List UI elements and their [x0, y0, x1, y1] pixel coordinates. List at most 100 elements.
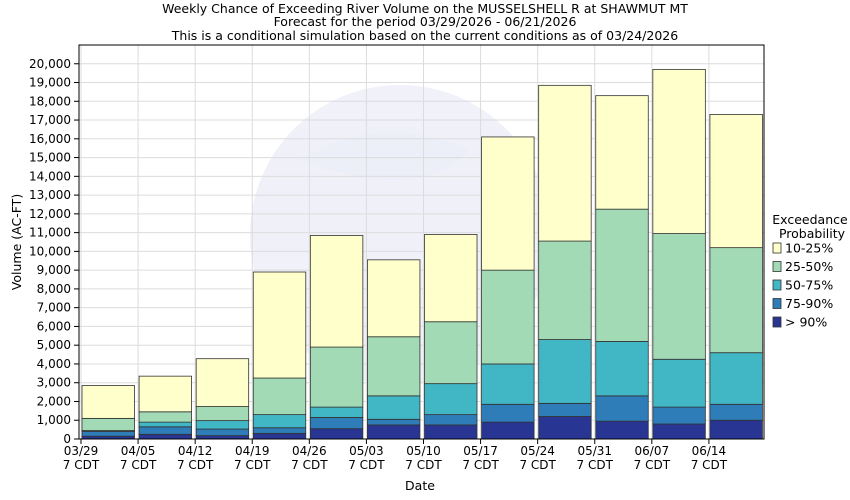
bar-segment: [709, 403, 763, 421]
bar-segment: [652, 68, 706, 234]
x-tick-label: 06/14: [692, 444, 727, 458]
legend-title-line-2: Probability: [779, 226, 846, 241]
x-tick-label: 04/19: [235, 444, 270, 458]
x-tick-sublabel: 7 CDT: [177, 458, 214, 472]
legend: Exceedance Probability 10-25% 25-50% 50-75…: [772, 212, 848, 330]
bar-segment: [481, 421, 535, 440]
bar-segment: [538, 84, 592, 242]
bar-segment: [309, 346, 364, 408]
chart-title-line-2: Forecast for the period 03/29/2026 - 06/…: [274, 14, 577, 29]
bar-segment: [138, 375, 192, 413]
legend-swatch: [772, 316, 782, 328]
y-tick-label: 6,000: [37, 319, 71, 333]
x-tick-sublabel: 7 CDT: [462, 458, 499, 472]
bar-segment: [195, 428, 250, 437]
x-tick-label: 05/03: [349, 444, 384, 458]
x-tick-sublabel: 7 CDT: [405, 458, 442, 472]
bar-segment: [195, 358, 250, 407]
bar-segment: [595, 95, 649, 210]
bar-segment: [309, 417, 364, 430]
bar-segment: [367, 395, 421, 420]
bar-segment: [138, 411, 192, 423]
legend-label: > 90%: [785, 315, 827, 330]
legend-swatch: [772, 242, 782, 254]
x-tick-sublabel: 7 CDT: [291, 458, 328, 472]
bar-segment: [252, 271, 307, 379]
chart-title-line-1: Weekly Chance of Exceeding River Volume …: [162, 1, 688, 16]
legend-label: 10-25%: [785, 241, 833, 256]
x-tick-label: 05/24: [520, 444, 555, 458]
legend-label: 50-75%: [785, 278, 833, 293]
bar-segment: [81, 385, 135, 419]
x-tick-sublabel: 7 CDT: [634, 458, 671, 472]
bar-segment: [195, 420, 250, 430]
bar-segment: [709, 419, 763, 440]
bar-segment: [481, 136, 535, 271]
x-tick-sublabel: 7 CDT: [234, 458, 271, 472]
legend-swatch: [772, 298, 782, 309]
y-tick-label: 15,000: [29, 151, 71, 165]
y-axis: 0 1,000 2,000 3,000 4,000 5,000 6,000 7,000 8,00…: [29, 57, 79, 446]
y-tick-label: 8,000: [37, 282, 71, 296]
y-tick-label: 3,000: [37, 376, 71, 390]
x-tick-sublabel: 7 CDT: [120, 458, 157, 472]
bar-segment: [424, 383, 478, 416]
bar-segment: [538, 240, 592, 340]
y-tick-label: 13,000: [29, 188, 71, 202]
x-tick-label: 05/17: [463, 444, 498, 458]
x-tick-sublabel: 7 CDT: [691, 458, 728, 472]
bar-segment: [595, 208, 649, 342]
bar-segment: [309, 428, 364, 440]
x-tick-sublabel: 7 CDT: [519, 458, 556, 472]
bar-segment: [138, 433, 192, 440]
grid-lines: [79, 45, 764, 440]
bar-segment: [424, 234, 478, 323]
x-tick-sublabel: 7 CDT: [63, 458, 100, 472]
bar-segment: [367, 424, 421, 440]
bar-segment: [367, 336, 421, 397]
y-tick-label: 11,000: [29, 226, 71, 240]
bar-segment: [652, 233, 706, 360]
bar-segment: [195, 406, 250, 422]
x-axis-label: Date: [405, 478, 435, 493]
bar-segment: [709, 114, 763, 249]
x-tick-label: 03/29: [64, 444, 99, 458]
bar-segment: [367, 418, 421, 426]
bar-segment: [538, 339, 592, 404]
x-tick-label: 06/07: [635, 444, 670, 458]
y-tick-label: 20,000: [29, 57, 71, 71]
bar-segment: [595, 395, 649, 422]
bar-segment: [309, 235, 364, 348]
y-tick-label: 12,000: [29, 207, 71, 221]
bars: [81, 68, 763, 440]
bar-segment: [595, 341, 649, 397]
y-tick-label: 16,000: [29, 132, 71, 146]
y-tick-label: 14,000: [29, 169, 71, 183]
x-tick-label: 04/05: [121, 444, 156, 458]
x-tick-label: 05/31: [577, 444, 612, 458]
x-tick-sublabel: 7 CDT: [348, 458, 385, 472]
y-tick-label: 1,000: [37, 413, 71, 427]
bar-segment: [138, 421, 192, 428]
y-tick-label: 7,000: [37, 301, 71, 315]
x-tick-label: 04/26: [292, 444, 327, 458]
plot-border: [78, 44, 765, 440]
legend-swatch: [772, 279, 782, 291]
y-tick-label: 19,000: [29, 76, 71, 90]
y-tick-label: 4,000: [37, 357, 71, 371]
y-axis-label: Volume (AC-FT): [9, 194, 24, 290]
bar-segment: [652, 358, 706, 408]
bar-segment: [138, 426, 192, 435]
y-tick-label: 18,000: [29, 94, 71, 108]
x-tick-sublabel: 7 CDT: [577, 458, 614, 472]
bar-segment: [252, 432, 307, 440]
bar-segment: [595, 420, 649, 440]
legend-label: 75-90%: [785, 296, 833, 311]
bar-segment: [252, 414, 307, 429]
bar-segment: [481, 269, 535, 365]
legend-title-line-1: Exceedance: [772, 212, 848, 227]
bar-segment: [367, 259, 421, 338]
y-tick-label: 17,000: [29, 113, 71, 127]
